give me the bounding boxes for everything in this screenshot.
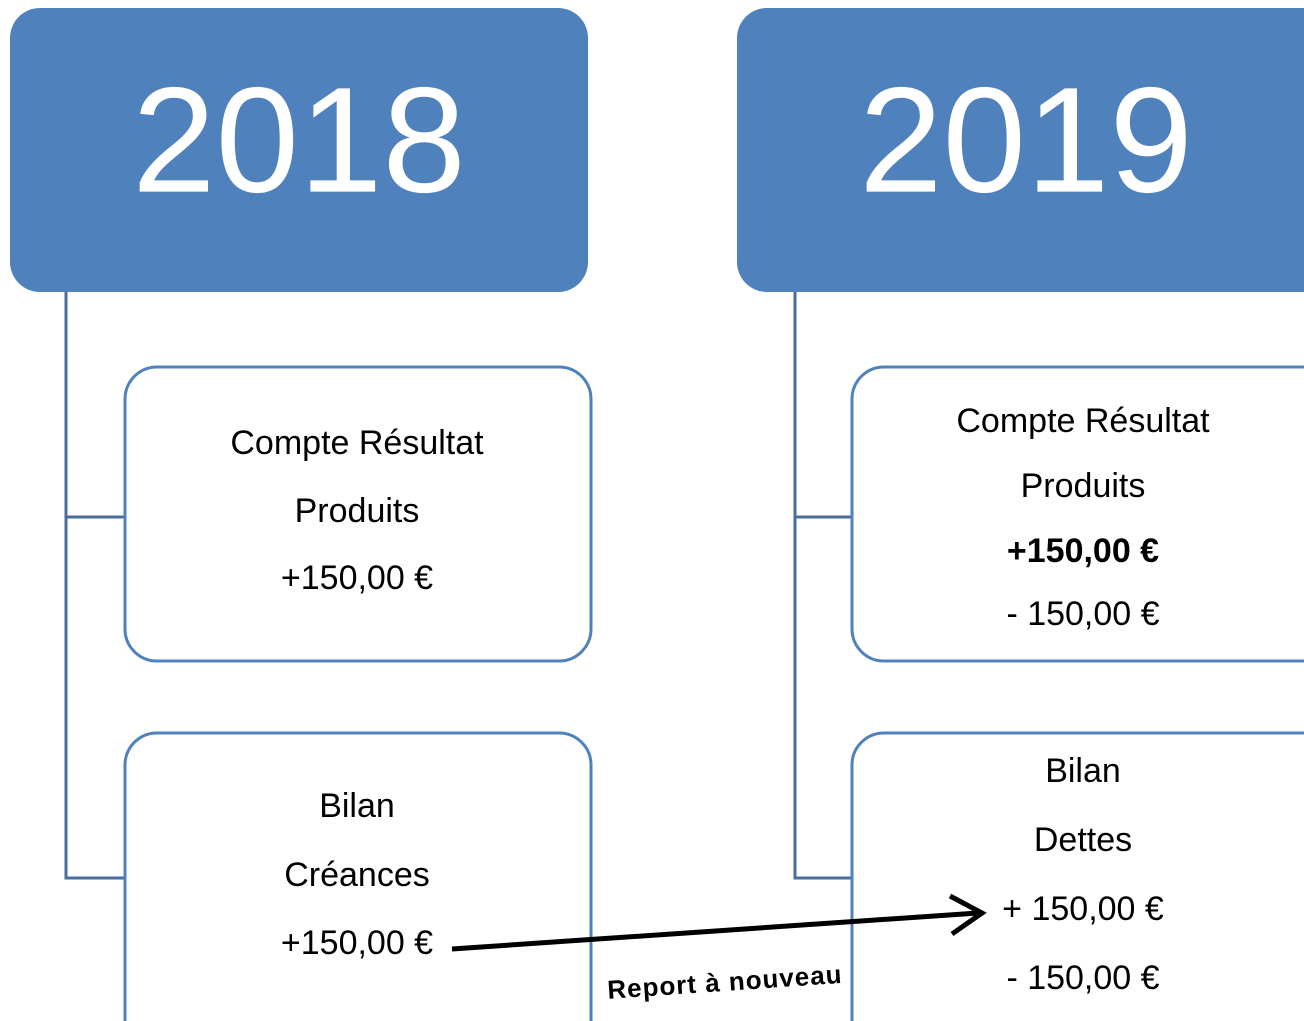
box-text: Bilan [1045,752,1121,790]
year-header [10,8,588,292]
box-text: - 150,00 € [1006,595,1159,633]
year-header [737,8,1304,292]
box [850,365,1304,663]
box [123,365,593,663]
year-label: 2018 [132,56,466,224]
box-text: Créances [284,856,430,894]
box-text: - 150,00 € [1006,959,1159,997]
box-text: Bilan [319,787,395,825]
box [850,731,1304,1021]
year-label: 2019 [859,56,1193,224]
box-text: +150,00 € [1007,532,1159,570]
box-text: +150,00 € [281,924,433,962]
box-text: +150,00 € [281,559,433,597]
arrow-line [451,910,979,952]
arrow-head [948,893,987,937]
box-text: + 150,00 € [1002,890,1164,928]
connector [793,292,852,880]
box-text: Dettes [1034,821,1132,859]
box-text: Compte Résultat [956,402,1210,440]
arrow-label: Report à nouveau [606,959,843,1005]
box-text: Produits [1021,467,1146,505]
box-text: Compte Résultat [230,424,484,462]
box-text: Produits [295,492,420,530]
connector [64,292,125,880]
